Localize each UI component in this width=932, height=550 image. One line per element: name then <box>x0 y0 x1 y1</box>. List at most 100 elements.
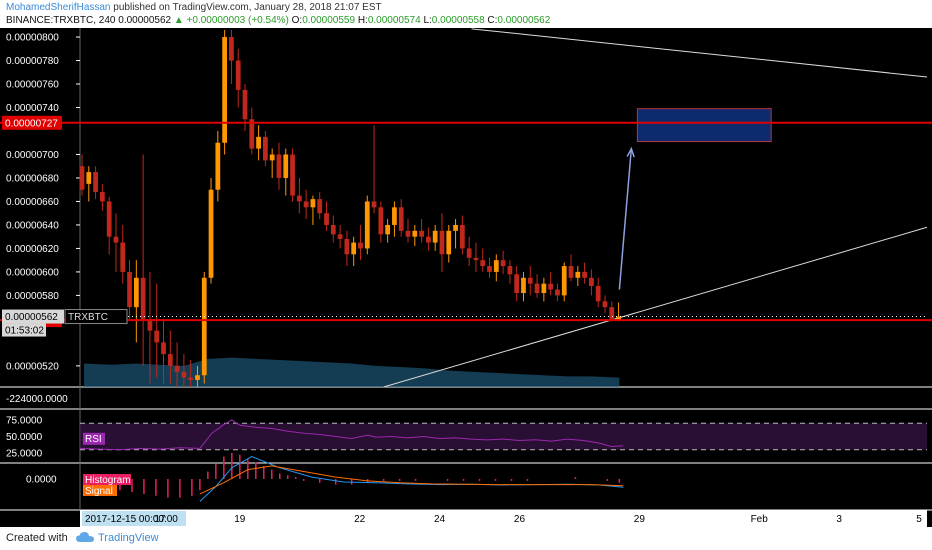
candle-body[interactable] <box>507 266 513 275</box>
price-tick-label: 0.00000600 <box>6 267 59 278</box>
candle-body[interactable] <box>548 283 554 290</box>
candle-body[interactable] <box>201 277 207 376</box>
signal-line <box>199 465 624 495</box>
tradingview-brand-link[interactable]: TradingView <box>98 532 159 544</box>
level-tag-label: 0.00000727 <box>5 118 58 129</box>
candle-body[interactable] <box>120 242 126 272</box>
candle-body[interactable] <box>249 119 255 149</box>
candle-body[interactable] <box>324 213 329 225</box>
candle-body[interactable] <box>398 207 404 231</box>
candle-body[interactable] <box>79 166 85 190</box>
candle-body[interactable] <box>589 277 594 287</box>
candle-body[interactable] <box>93 172 98 193</box>
candle-body[interactable] <box>195 375 200 380</box>
candle-body[interactable] <box>419 230 424 237</box>
candle-body[interactable] <box>303 201 309 208</box>
candle-body[interactable] <box>337 234 343 240</box>
candle-body[interactable] <box>616 316 621 321</box>
candle-body[interactable] <box>493 260 499 272</box>
trendline[interactable] <box>383 226 928 388</box>
candle-body[interactable] <box>364 201 370 249</box>
arrow-head[interactable] <box>626 146 635 158</box>
candle-body[interactable] <box>371 201 377 208</box>
candle-body[interactable] <box>534 283 540 294</box>
current-price-label: 0.00000562 <box>5 312 58 323</box>
candle-body[interactable] <box>514 274 520 294</box>
candle-body[interactable] <box>208 189 214 278</box>
candle-body[interactable] <box>453 224 458 231</box>
candle-body[interactable] <box>106 201 112 237</box>
candle-body[interactable] <box>358 242 363 249</box>
price-tick-label: 0.00000740 <box>6 103 59 114</box>
candle-body[interactable] <box>561 266 567 296</box>
candle-body[interactable] <box>242 89 248 120</box>
candle-body[interactable] <box>215 142 221 190</box>
candle-body[interactable] <box>276 154 282 178</box>
candle-body[interactable] <box>426 236 431 243</box>
candle-body[interactable] <box>385 224 391 235</box>
candle-body[interactable] <box>609 307 615 321</box>
candle-body[interactable] <box>330 224 336 235</box>
candle-body[interactable] <box>344 239 350 255</box>
candle-body[interactable] <box>229 37 234 61</box>
candle-body[interactable] <box>235 60 241 90</box>
candle-body[interactable] <box>140 277 146 319</box>
candle-body[interactable] <box>595 286 601 302</box>
candle-body[interactable] <box>459 224 465 249</box>
candle-body[interactable] <box>432 230 438 243</box>
candle-body[interactable] <box>99 192 105 202</box>
candle-body[interactable] <box>263 136 268 161</box>
candle-body[interactable] <box>86 172 92 184</box>
candle-body[interactable] <box>392 207 397 225</box>
candle-body[interactable] <box>439 230 445 255</box>
candle-body[interactable] <box>283 154 289 178</box>
candle-body[interactable] <box>290 154 295 196</box>
candle-body[interactable] <box>222 37 228 143</box>
candle-body[interactable] <box>310 199 316 208</box>
rsi-band <box>80 423 927 450</box>
candle-body[interactable] <box>256 136 261 149</box>
candle-body[interactable] <box>133 277 139 308</box>
price-tick-label: 0.00000780 <box>6 56 59 67</box>
candle-body[interactable] <box>113 236 119 243</box>
candle-body[interactable] <box>412 230 418 237</box>
candle-body[interactable] <box>541 283 547 294</box>
candle-body[interactable] <box>487 266 492 272</box>
candle-body[interactable] <box>500 260 506 267</box>
target-box[interactable] <box>636 108 772 143</box>
candle-body[interactable] <box>480 260 486 267</box>
candle-body[interactable] <box>568 266 574 278</box>
author-link[interactable]: MohamedSherifHassan <box>6 2 111 13</box>
candle-body[interactable] <box>127 271 132 308</box>
candle-body[interactable] <box>555 289 560 296</box>
candle-body[interactable] <box>602 301 608 308</box>
candle-body[interactable] <box>466 248 472 258</box>
candle-body[interactable] <box>575 271 581 278</box>
macd-axis-label: -224000.0000 <box>6 394 68 405</box>
candle-body[interactable] <box>446 230 452 255</box>
candle-body[interactable] <box>167 354 173 366</box>
candle-body[interactable] <box>269 154 275 161</box>
candle-body[interactable] <box>582 271 587 278</box>
candle-body[interactable] <box>147 318 153 331</box>
time-tick-label: 17 <box>154 514 166 525</box>
price-tick-label: 0.00000700 <box>6 150 59 161</box>
candle-body[interactable] <box>473 257 479 261</box>
candle-body[interactable] <box>521 277 526 294</box>
candle-body[interactable] <box>296 195 302 202</box>
candle-body[interactable] <box>351 242 357 255</box>
candle-body[interactable] <box>181 371 187 378</box>
candle-body[interactable] <box>154 330 160 343</box>
trendline[interactable] <box>471 28 928 78</box>
price-chart[interactable]: 0.00000800 0.00000780 0.00000760 0.00000740… <box>0 28 932 527</box>
candle-body[interactable] <box>188 377 194 380</box>
candle-body[interactable] <box>405 230 411 237</box>
price-axis-area <box>0 28 80 527</box>
candle-body[interactable] <box>161 342 166 355</box>
candle-body[interactable] <box>378 207 384 235</box>
candle-body[interactable] <box>174 365 180 372</box>
change-value: ▲ +0.00000003 (+0.54%) <box>173 15 289 26</box>
candle-body[interactable] <box>527 277 533 284</box>
arrow-line[interactable] <box>618 148 633 290</box>
candle-body[interactable] <box>317 199 323 214</box>
